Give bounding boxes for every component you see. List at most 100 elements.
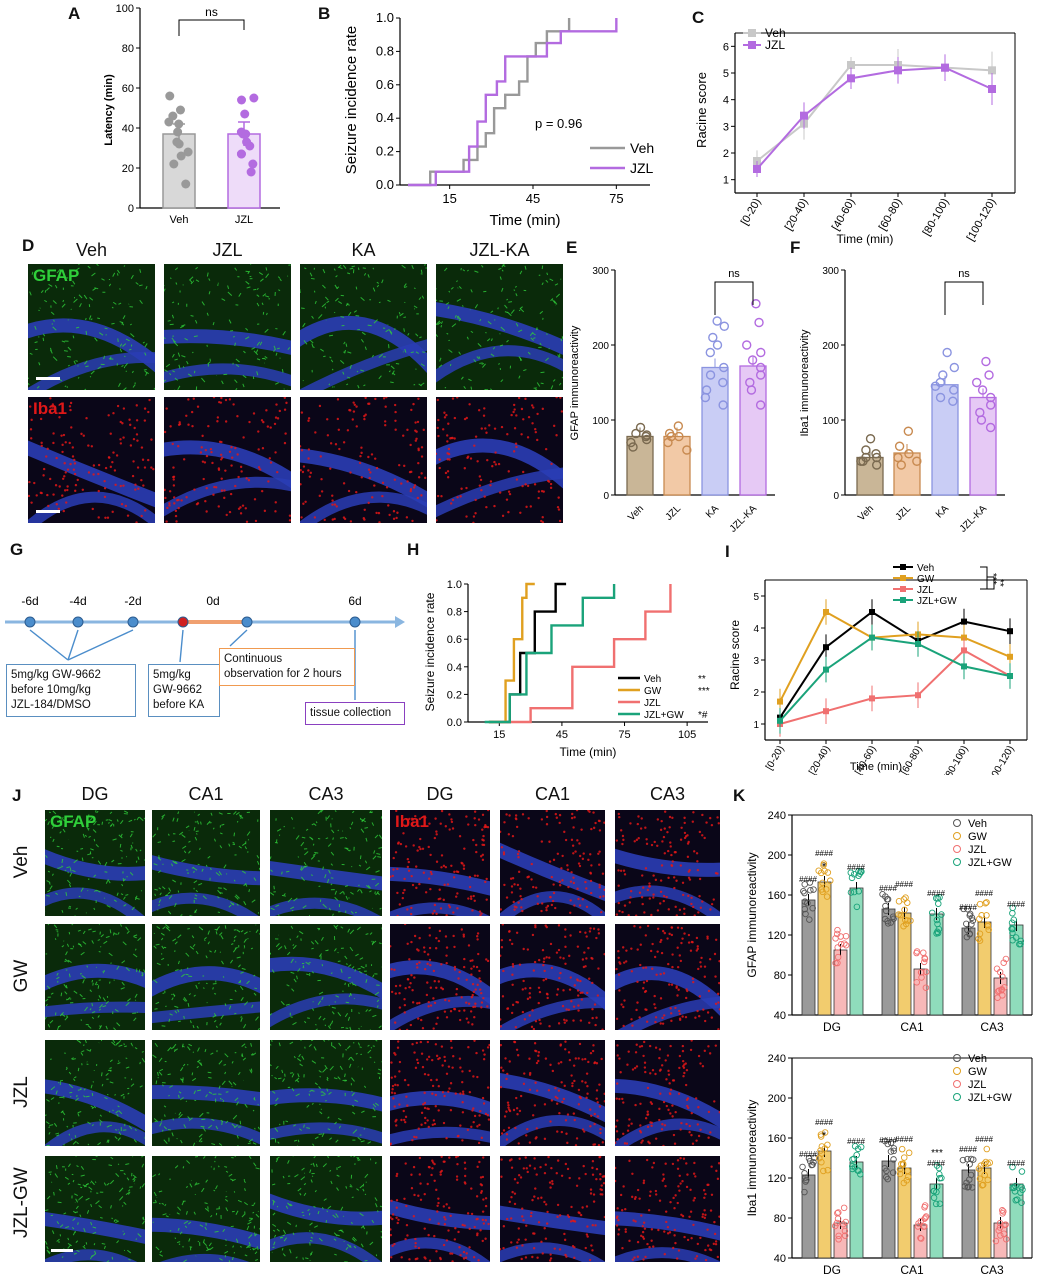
process [264,356,268,359]
process [242,374,247,379]
process [183,1259,187,1262]
cell [581,1206,584,1209]
cell [394,410,397,414]
process [315,1023,317,1026]
process [91,1016,95,1020]
process [49,885,53,890]
cell [698,995,702,998]
cell [550,903,554,907]
x-tick-label: KA [704,503,721,520]
cell [475,965,479,969]
x-tick-label: [80-100) [921,197,952,238]
process [152,833,157,838]
cell [462,864,466,867]
data-point [718,400,728,410]
cell [665,1078,668,1081]
process [252,1211,255,1214]
data-point [915,692,921,699]
data-point [972,377,982,388]
cell [201,460,205,463]
cell [513,883,516,886]
cell [420,1052,424,1055]
cell [230,445,233,449]
micrograph-j-jzl-ca3-gfap [270,1040,382,1146]
process [100,1217,103,1219]
cell [409,443,412,447]
process [88,1186,93,1190]
granule-layer [45,887,145,916]
process [79,1214,82,1217]
data-point [869,634,875,641]
cell [545,810,548,813]
process [403,328,405,332]
cell [621,834,625,838]
cell [526,436,530,439]
process [196,820,199,825]
process [371,941,375,946]
process [486,338,491,342]
process [272,1090,276,1094]
cell [463,417,467,421]
cell [585,1205,589,1208]
process [203,987,205,990]
process [97,317,100,320]
y-tick-label: 60 [122,83,134,95]
cell [447,447,451,451]
cell [537,1054,540,1057]
legend-marker [900,564,906,570]
cell [414,439,418,442]
process [63,1212,67,1215]
process [336,1156,340,1158]
cell [429,986,433,989]
cell [393,1051,396,1055]
cell [651,967,654,970]
process [55,892,59,896]
process [348,964,352,968]
process [158,887,162,890]
data-point [183,147,193,157]
cell [557,1062,560,1065]
cell [710,823,714,827]
process [61,1256,64,1259]
cell [683,1235,686,1239]
process [133,1178,136,1183]
process [163,1126,168,1130]
process [351,1077,355,1082]
cell [418,1173,421,1176]
cell [434,947,438,950]
process [198,882,203,886]
cell [615,967,618,971]
process [72,1140,77,1145]
cell [714,975,717,978]
process [58,1188,62,1192]
process [168,1018,171,1023]
cell [531,1255,534,1259]
process [311,343,314,348]
cell [228,398,232,401]
process [121,960,126,964]
cell [199,451,203,454]
cell [449,1082,453,1085]
process [67,364,70,367]
process [91,1011,96,1014]
process [326,1088,329,1092]
process [192,1051,195,1053]
cell [394,851,398,854]
cell [446,883,450,886]
process [67,1182,71,1185]
cell [394,419,397,422]
series-line-veh [756,64,993,162]
cell [649,1121,652,1124]
cell [622,1132,625,1136]
process [327,843,332,847]
process [121,364,124,368]
micrograph-d-jzl-gfap [164,264,291,390]
process [299,930,304,935]
process [333,1238,337,1241]
cell [709,1209,713,1212]
process [339,1229,344,1233]
cell [212,397,216,399]
process [100,946,102,948]
cell [484,1197,488,1200]
cell [435,1054,439,1058]
